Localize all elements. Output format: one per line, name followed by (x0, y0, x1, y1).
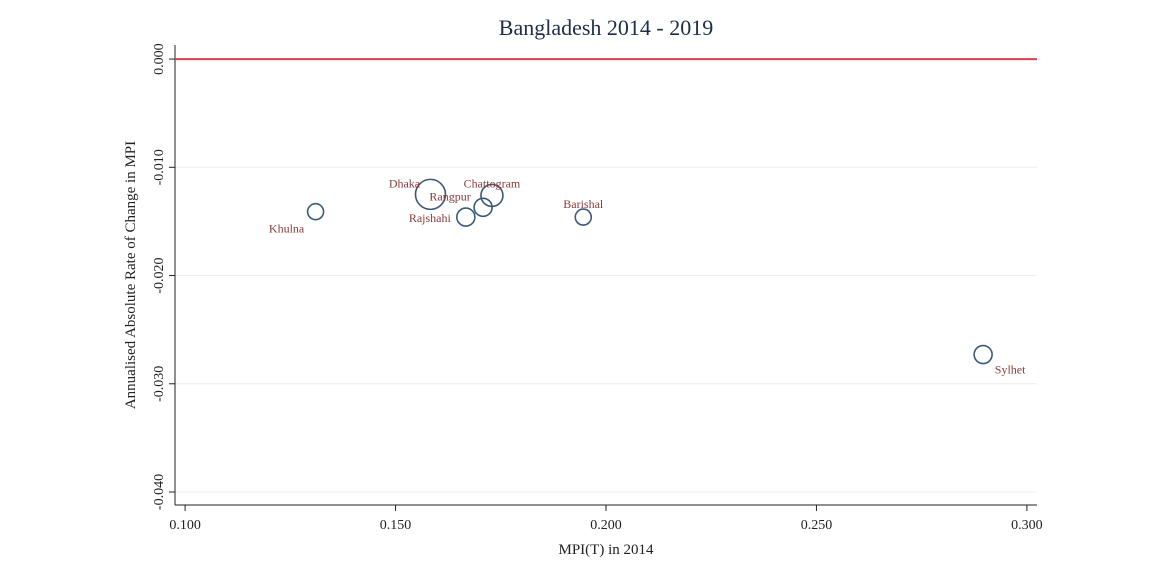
point-label: Khulna (269, 222, 305, 236)
x-tick-label: 0.300 (1011, 518, 1043, 533)
bubble (473, 197, 493, 218)
bubble (574, 208, 593, 226)
point-label: Chattogram (464, 176, 521, 190)
chart-title: Bangladesh 2014 - 2019 (499, 15, 713, 40)
y-tick-label: -0.040 (152, 474, 167, 510)
x-tick-label: 0.250 (801, 518, 833, 533)
bubble (414, 178, 447, 211)
x-axis-title: MPI(T) in 2014 (559, 542, 654, 558)
x-tick-label: 0.200 (590, 518, 622, 533)
point-label: Rajshahi (409, 211, 452, 225)
bubble (456, 207, 476, 227)
point-label: Sylhet (995, 363, 1026, 377)
y-tick-label: -0.010 (152, 149, 167, 185)
point-label: Barishal (563, 197, 604, 211)
bubble (306, 202, 325, 221)
x-tick-label: 0.100 (169, 518, 201, 533)
y-tick-label: -0.030 (152, 366, 167, 402)
bubble (973, 344, 993, 365)
point-label: Rangpur (429, 189, 470, 203)
y-tick-label: -0.020 (152, 257, 167, 293)
y-tick-label: 0.000 (152, 43, 167, 75)
point-label: Dhaka (389, 176, 421, 190)
y-axis-title: Annualised Absolute Rate of Change in MP… (123, 141, 139, 409)
x-tick-label: 0.150 (380, 518, 412, 533)
